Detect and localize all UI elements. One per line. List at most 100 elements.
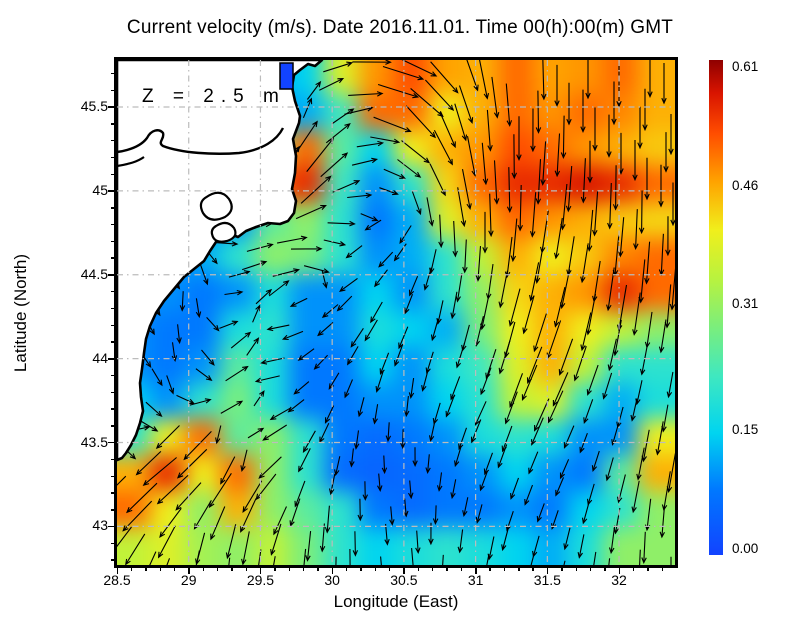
tick-mark: [111, 156, 114, 159]
current-vector-arrow: [639, 346, 648, 376]
tick-mark: [111, 509, 114, 511]
current-vector-arrow: [183, 431, 212, 461]
heatmap-cell: [359, 130, 398, 171]
heatmap-cell: [638, 346, 675, 387]
heatmap-cell: [498, 490, 538, 531]
heatmap-cell: [394, 274, 433, 315]
heatmap-cell: [498, 310, 538, 351]
current-vector-arrow: [541, 60, 547, 101]
current-vector-arrow: [357, 397, 365, 418]
heatmap-cell: [324, 166, 364, 207]
current-vector-arrow: [670, 182, 675, 227]
heatmap-cell: [219, 454, 259, 495]
tick-mark: [111, 223, 114, 226]
tick-mark: [111, 307, 114, 310]
current-vector-arrow: [401, 140, 431, 164]
heatmap-cell: [324, 60, 364, 99]
heatmap-cell: [463, 454, 503, 495]
heatmap-cell: [568, 202, 608, 243]
current-vector-arrow: [616, 284, 628, 332]
current-vector-arrow: [580, 158, 587, 204]
heatmap-cell: [533, 60, 573, 99]
heatmap-cell: [673, 166, 675, 207]
heatmap-cell: [498, 60, 538, 99]
current-vector-arrow: [303, 548, 307, 565]
current-vector-arrow: [554, 64, 560, 107]
current-vector-arrow: [404, 294, 414, 315]
x-tick-label: 30.5: [390, 572, 418, 588]
lagoon-outline-1: [199, 191, 233, 221]
current-vector-arrow: [566, 82, 572, 126]
current-vector-arrow: [399, 225, 412, 245]
y-tick-label: 44: [92, 349, 108, 366]
heatmap-cell: [673, 346, 675, 387]
current-vector-arrow: [661, 63, 667, 105]
heatmap-cell: [117, 563, 154, 565]
current-vector-arrow: [666, 371, 674, 399]
current-vector-arrow: [210, 506, 226, 541]
current-vector-arrow: [457, 187, 467, 228]
current-vector-arrow: [273, 506, 288, 536]
tick-mark: [317, 568, 319, 571]
current-vector-arrow: [364, 319, 378, 342]
current-vector-arrow: [581, 501, 590, 525]
current-vector-arrow: [323, 239, 347, 247]
current-vector-arrow: [641, 531, 647, 565]
heatmap-cell: [149, 418, 189, 459]
heatmap-cell: [498, 563, 538, 565]
heatmap-cell: [324, 382, 364, 423]
y-tick-label: 43: [92, 517, 108, 534]
y-axis-title: Latitude (North): [11, 253, 30, 373]
heatmap-cell: [324, 526, 364, 565]
current-vector-arrow: [611, 424, 619, 446]
current-vector-arrow: [276, 235, 308, 244]
current-vector-arrow: [642, 88, 648, 132]
current-vector-arrow: [517, 184, 523, 232]
heatmap-cell: [219, 418, 259, 459]
current-vector-arrow: [462, 497, 469, 518]
current-vector-arrow: [252, 304, 261, 323]
current-vector-arrow: [125, 533, 146, 565]
tick-mark: [111, 257, 114, 259]
current-vector-arrow: [302, 430, 316, 453]
heatmap-cell: [533, 454, 573, 495]
current-vector-arrow: [461, 168, 472, 211]
current-vector-arrow: [498, 340, 511, 375]
heatmap-cell: [394, 526, 433, 565]
heatmap-cell: [673, 418, 675, 459]
current-vector-arrow: [593, 551, 597, 565]
tick-mark: [111, 559, 114, 561]
heatmap-cell: [428, 563, 468, 565]
tick-mark: [111, 140, 114, 142]
heatmap-cell: [603, 60, 643, 99]
current-vector-arrow: [411, 191, 422, 216]
current-vector-arrow: [436, 472, 443, 492]
tick-mark: [111, 458, 114, 461]
current-vector-arrow: [580, 312, 592, 352]
current-vector-arrow: [428, 420, 436, 443]
current-vector-arrow: [268, 280, 290, 297]
current-vector-arrow: [375, 370, 384, 393]
current-vector-arrow: [632, 292, 641, 336]
heatmap-cell: [603, 563, 643, 565]
heatmap-cell: [673, 454, 675, 495]
current-vector-arrow: [553, 286, 566, 328]
heatmap-cell: [463, 274, 503, 315]
current-vector-arrow: [155, 425, 180, 450]
current-vector-arrow: [270, 523, 282, 556]
current-vector-arrow: [637, 106, 643, 150]
current-vector-arrow: [224, 289, 244, 296]
colorbar-tick-label: 0.61: [732, 59, 759, 74]
current-vector-arrow: [348, 91, 384, 97]
current-vector-arrow: [145, 401, 163, 418]
current-vector-arrow: [658, 164, 664, 208]
current-vector-arrow: [321, 304, 339, 319]
current-vector-arrow: [415, 530, 421, 555]
current-vector-arrow: [592, 107, 598, 152]
tick-mark: [389, 568, 391, 571]
heatmap-cell: [498, 418, 538, 459]
tick-mark: [108, 106, 114, 108]
current-vector-arrow: [450, 291, 458, 320]
tick-mark: [108, 525, 114, 528]
heatmap-cell: [428, 526, 468, 565]
